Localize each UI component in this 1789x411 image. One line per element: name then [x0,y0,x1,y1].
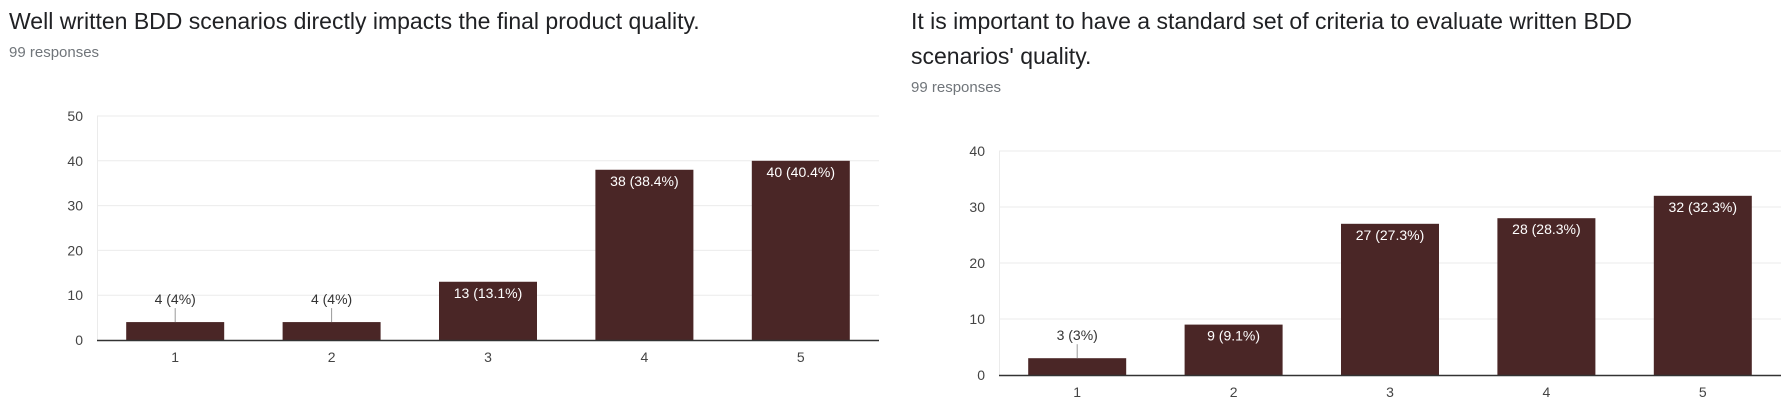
data-label: 9 (9.1%) [1207,328,1260,344]
bar [1497,218,1596,375]
data-label: 4 (4%) [155,291,196,307]
y-tick-label: 50 [67,108,83,124]
bar [751,160,850,340]
data-label: 32 (32.3%) [1669,199,1737,215]
y-tick-label: 10 [969,311,985,327]
x-tick-label: 5 [1699,384,1707,400]
data-label: 28 (28.3%) [1512,221,1580,237]
bar [439,281,537,340]
data-label: 40 (40.4%) [767,164,835,180]
x-tick-label: 1 [1073,384,1081,400]
y-tick-label: 30 [969,199,985,215]
bar-chart-right: 0 10 20 30 40 3 (3%) 1 9 (9.1%) 2 27 (27.3%) 3 28 (… [969,143,1781,400]
x-tick-label: 3 [1386,384,1394,400]
bar [595,169,694,340]
bar [1653,195,1752,375]
data-label: 27 (27.3%) [1356,227,1424,243]
y-tick-label: 20 [67,242,83,258]
x-tick-label: 4 [641,349,649,365]
bar [1184,324,1283,375]
y-tick-label: 20 [969,255,985,271]
data-label: 13 (13.1%) [454,285,522,301]
data-label: 4 (4%) [311,291,352,307]
response-count: 99 responses [9,44,100,61]
y-tick-label: 30 [67,198,83,214]
x-tick-label: 2 [1230,384,1238,400]
y-tick-label: 10 [67,287,83,303]
y-tick-label: 40 [67,153,83,169]
bar [126,322,225,340]
bar [1028,358,1127,375]
y-tick-label: 0 [977,367,985,383]
data-label: 38 (38.4%) [610,173,678,189]
x-tick-label: 4 [1543,384,1551,400]
x-tick-label: 1 [171,349,179,365]
chart-title: It is important to have a standard set o… [911,8,1633,69]
data-label: 3 (3%) [1057,327,1098,343]
x-tick-label: 3 [484,349,492,365]
bar-chart-left: 0 10 20 30 40 50 4 (4%) 1 4 (4%) 2 13 (13.1%) 3 38 (… [67,108,879,365]
bar [282,322,381,340]
response-count: 99 responses [911,79,1002,96]
chart-title: Well written BDD scenarios directly impa… [9,8,700,34]
chart-panel-left: Well written BDD scenarios directly impa… [9,8,879,365]
y-tick-label: 0 [75,332,83,348]
chart-panel-right: It is important to have a standard set o… [902,0,1789,411]
y-tick-label: 40 [969,143,985,159]
bar [1341,223,1439,375]
x-tick-label: 5 [797,349,805,365]
x-tick-label: 2 [328,349,336,365]
